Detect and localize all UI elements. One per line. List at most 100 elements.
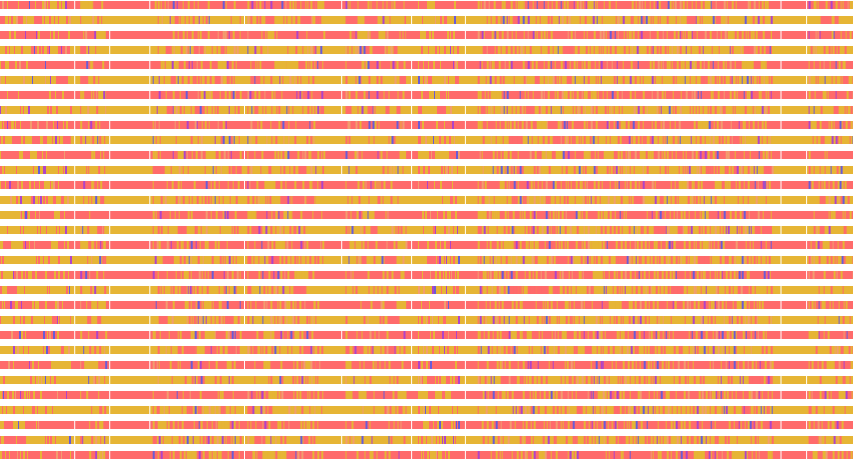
track-mark [593, 166, 596, 174]
track-mark [834, 256, 836, 264]
track-mark [571, 271, 573, 279]
track-mark [830, 166, 832, 174]
track-mark [220, 166, 222, 174]
track-mark [294, 316, 296, 324]
track-mark [507, 436, 510, 444]
track-mark [747, 421, 750, 429]
track-mark [152, 361, 155, 369]
track-mark [619, 286, 621, 294]
track-mark [568, 256, 571, 264]
track-mark [719, 211, 721, 219]
track-mark [306, 31, 308, 39]
track-mark [34, 46, 35, 54]
track-mark [617, 136, 620, 144]
track-mark [522, 421, 524, 429]
track-mark [850, 121, 853, 129]
track-mark [808, 301, 810, 309]
track-mark [720, 241, 723, 249]
track-mark [55, 301, 57, 309]
track-mark [639, 361, 641, 369]
track-mark [767, 151, 769, 159]
track-mark [668, 436, 671, 444]
track-mark [247, 226, 250, 234]
track-mark [155, 136, 157, 144]
track-mark [282, 241, 284, 249]
track-mark [728, 331, 730, 339]
track-mark [418, 376, 419, 384]
track-mark [587, 196, 589, 204]
track-gap [806, 271, 808, 279]
track-mark [770, 241, 772, 249]
track-mark [68, 271, 69, 279]
track-mark [519, 376, 522, 384]
track-mark [518, 406, 521, 414]
track-mark [722, 241, 725, 249]
track-mark [347, 346, 350, 354]
track-mark [254, 241, 256, 249]
track-mark [501, 361, 503, 369]
track-segment [385, 106, 390, 114]
track-mark [583, 61, 586, 69]
track-mark [707, 151, 710, 159]
track-mark [652, 436, 654, 444]
track-mark [218, 196, 220, 204]
track-mark [567, 391, 569, 399]
track-mark [503, 91, 505, 99]
track-mark [539, 16, 541, 24]
track-segment [700, 76, 706, 84]
track-mark [301, 376, 304, 384]
track-mark [345, 46, 347, 54]
track-mark [157, 226, 160, 234]
track-mark [593, 31, 596, 39]
track-gap [109, 421, 111, 429]
track-mark [517, 1, 520, 9]
track-mark [480, 346, 482, 354]
track-mark [307, 391, 309, 399]
track-mark [250, 121, 253, 129]
track-mark [177, 181, 180, 189]
track-mark [666, 16, 669, 24]
track-mark [659, 286, 661, 294]
track-mark [623, 406, 625, 414]
track-mark [684, 76, 686, 84]
track-mark [547, 436, 550, 444]
track-mark [582, 196, 584, 204]
track-mark [432, 31, 434, 39]
track-mark [40, 391, 42, 399]
track-mark [176, 1, 178, 9]
track-mark [540, 46, 542, 54]
track-mark [317, 346, 320, 354]
track-mark [216, 106, 219, 114]
track-mark [510, 271, 513, 279]
track-mark [651, 76, 654, 84]
track-mark [613, 196, 616, 204]
track-mark [511, 241, 513, 249]
track-mark [770, 316, 772, 324]
track-mark [552, 406, 555, 414]
track-mark [376, 91, 379, 99]
track-segment [96, 31, 106, 39]
track-mark [47, 286, 48, 294]
track-mark [220, 301, 222, 309]
track-mark [302, 196, 305, 204]
track-mark [10, 196, 12, 204]
track-mark [288, 121, 290, 129]
track-mark [94, 286, 97, 294]
track-mark [179, 106, 182, 114]
track-mark [279, 301, 282, 309]
track-mark [345, 451, 347, 459]
track-mark [705, 331, 708, 339]
track-mark [819, 166, 821, 174]
track-mark [302, 106, 304, 114]
track-mark [724, 181, 727, 189]
track-mark [546, 226, 549, 234]
track-mark [731, 316, 733, 324]
track-mark [622, 361, 625, 369]
track-mark [351, 196, 353, 204]
track-mark [345, 271, 347, 279]
track-mark [253, 226, 255, 234]
track-mark [557, 211, 560, 219]
track-mark [737, 196, 739, 204]
track-mark [714, 421, 716, 429]
track-mark [764, 121, 767, 129]
